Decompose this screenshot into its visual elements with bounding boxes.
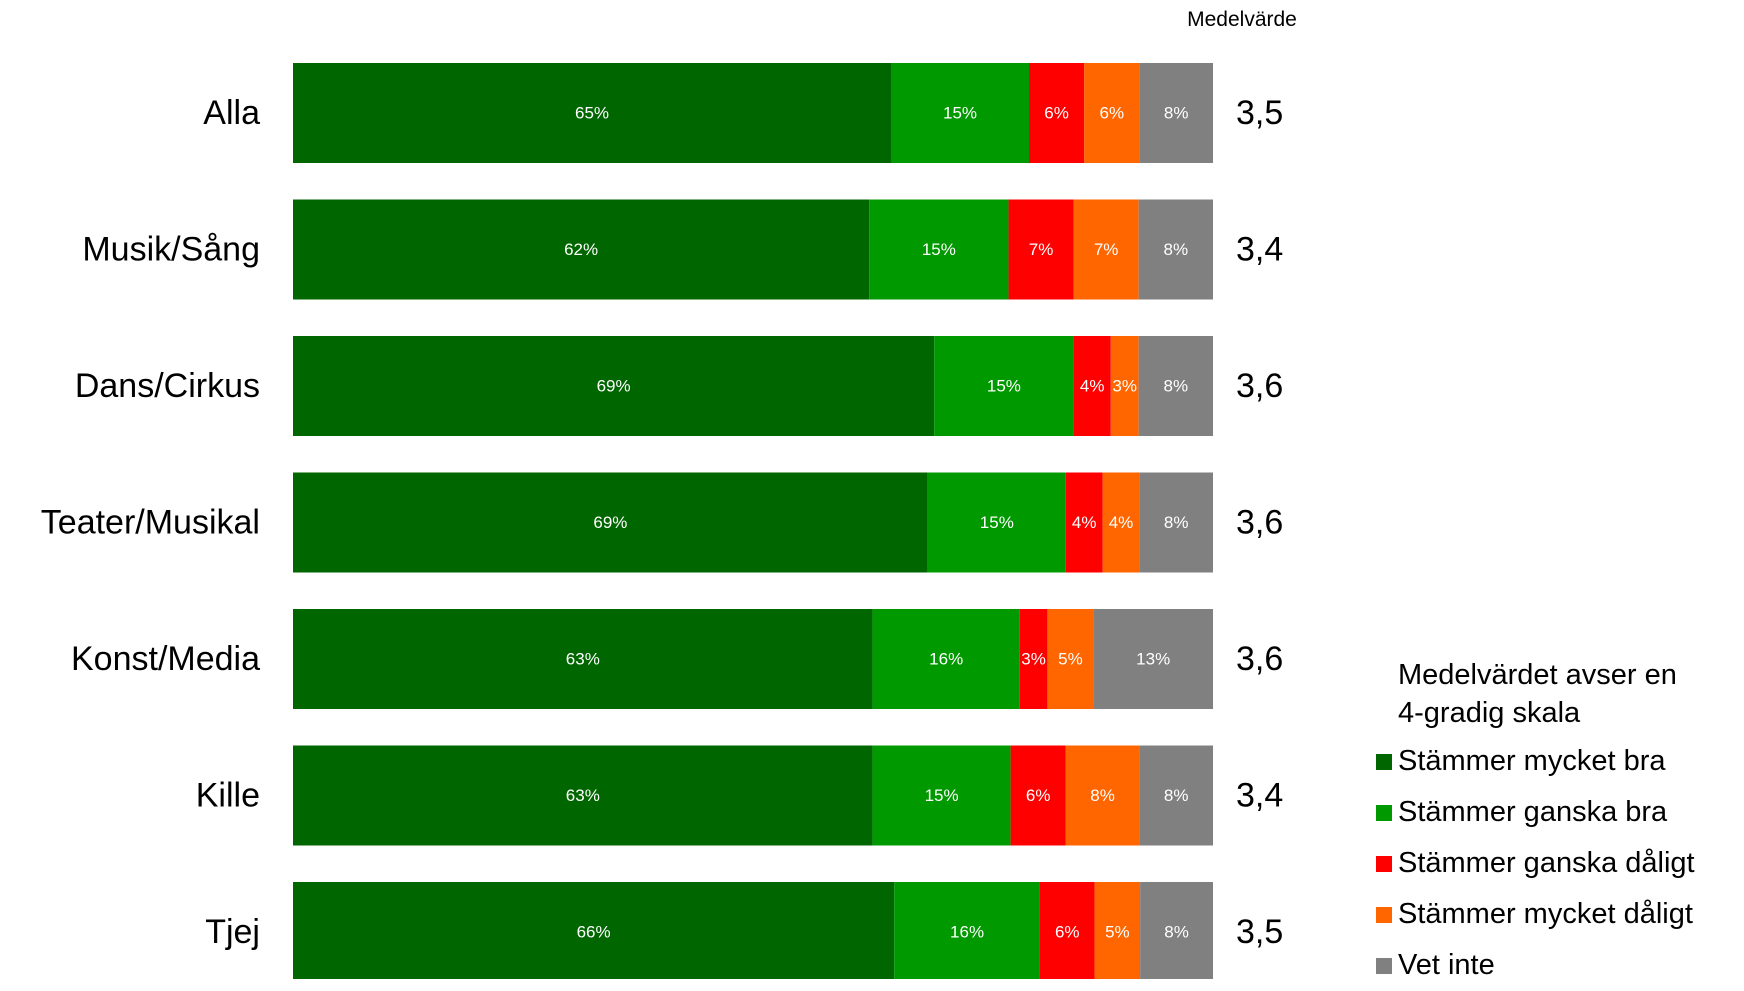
legend: Medelvärdet avser en 4-gradig skala Stäm… xyxy=(1376,656,1736,991)
data-label: 63% xyxy=(566,650,600,669)
data-label: 69% xyxy=(593,513,627,532)
data-label: 8% xyxy=(1164,377,1189,396)
data-label: 15% xyxy=(987,377,1021,396)
bar-row: Musik/Sång 62% 15% 7% 7% 8% 3,4 xyxy=(82,200,1283,300)
data-label: 8% xyxy=(1164,513,1189,532)
data-label: 3% xyxy=(1112,377,1137,396)
bar-row: Dans/Cirkus 69% 15% 4% 3% 8% 3,6 xyxy=(75,336,1283,436)
legend-item: Stämmer mycket dåligt xyxy=(1376,889,1736,940)
data-label: 8% xyxy=(1090,786,1115,805)
data-label: 15% xyxy=(922,240,956,259)
legend-label: Stämmer ganska dåligt xyxy=(1398,847,1695,880)
data-label: 15% xyxy=(943,104,977,123)
data-label: 16% xyxy=(929,650,963,669)
legend-label: Stämmer mycket dåligt xyxy=(1398,898,1693,931)
mean-value: 3,6 xyxy=(1236,367,1283,405)
bar-row: Konst/Media 63% 16% 3% 5% 13% 3,6 xyxy=(71,609,1283,709)
data-label: 16% xyxy=(950,923,984,942)
category-label: Tjej xyxy=(205,913,260,951)
mean-header: Medelvärde xyxy=(1187,8,1297,31)
category-label: Kille xyxy=(196,777,260,815)
legend-item: Stämmer ganska dåligt xyxy=(1376,838,1736,889)
data-label: 7% xyxy=(1029,240,1054,259)
data-label: 6% xyxy=(1100,104,1125,123)
legend-swatch xyxy=(1376,754,1392,770)
data-label: 66% xyxy=(577,923,611,942)
category-label: Musik/Sång xyxy=(82,231,260,269)
legend-label: Stämmer mycket bra xyxy=(1398,745,1666,778)
legend-swatch xyxy=(1376,907,1392,923)
data-label: 69% xyxy=(597,377,631,396)
data-label: 5% xyxy=(1105,923,1130,942)
data-label: 63% xyxy=(566,786,600,805)
mean-value: 3,4 xyxy=(1236,231,1283,269)
data-label: 8% xyxy=(1164,923,1189,942)
data-label: 13% xyxy=(1136,650,1170,669)
data-label: 4% xyxy=(1072,513,1097,532)
bar-row: Teater/Musikal 69% 15% 4% 4% 8% 3,6 xyxy=(41,473,1283,573)
data-label: 65% xyxy=(575,104,609,123)
category-label: Teater/Musikal xyxy=(41,504,260,542)
data-label: 8% xyxy=(1164,240,1189,259)
legend-swatch xyxy=(1376,856,1392,872)
data-label: 15% xyxy=(980,513,1014,532)
legend-item: Stämmer mycket bra xyxy=(1376,736,1736,787)
mean-value: 3,4 xyxy=(1236,777,1283,815)
mean-value: 3,6 xyxy=(1236,504,1283,542)
legend-item: Vet inte xyxy=(1376,940,1736,991)
data-label: 15% xyxy=(925,786,959,805)
legend-note: Medelvärdet avser en 4-gradig skala xyxy=(1398,656,1736,732)
data-label: 7% xyxy=(1094,240,1119,259)
category-label: Alla xyxy=(203,94,260,132)
data-label: 5% xyxy=(1058,650,1083,669)
data-label: 8% xyxy=(1164,786,1189,805)
category-label: Dans/Cirkus xyxy=(75,367,260,405)
data-label: 62% xyxy=(564,240,598,259)
legend-item: Stämmer ganska bra xyxy=(1376,787,1736,838)
legend-label: Stämmer ganska bra xyxy=(1398,796,1667,829)
data-label: 4% xyxy=(1109,513,1134,532)
data-label: 4% xyxy=(1080,377,1105,396)
bar-row: Tjej 66% 16% 6% 5% 8% 3,5 xyxy=(205,882,1283,979)
data-label: 6% xyxy=(1055,923,1080,942)
legend-swatch xyxy=(1376,805,1392,821)
legend-swatch xyxy=(1376,958,1392,974)
mean-value: 3,5 xyxy=(1236,913,1283,951)
data-label: 3% xyxy=(1021,650,1046,669)
category-label: Konst/Media xyxy=(71,640,260,678)
data-label: 6% xyxy=(1026,786,1051,805)
legend-label: Vet inte xyxy=(1398,949,1495,982)
bar-row: Alla 65% 15% 6% 6% 8% 3,5 xyxy=(203,63,1283,163)
bar-row: Kille 63% 15% 6% 8% 8% 3,4 xyxy=(196,746,1284,846)
mean-value: 3,5 xyxy=(1236,94,1283,132)
data-label: 8% xyxy=(1164,104,1189,123)
data-label: 6% xyxy=(1044,104,1069,123)
mean-value: 3,6 xyxy=(1236,640,1283,678)
